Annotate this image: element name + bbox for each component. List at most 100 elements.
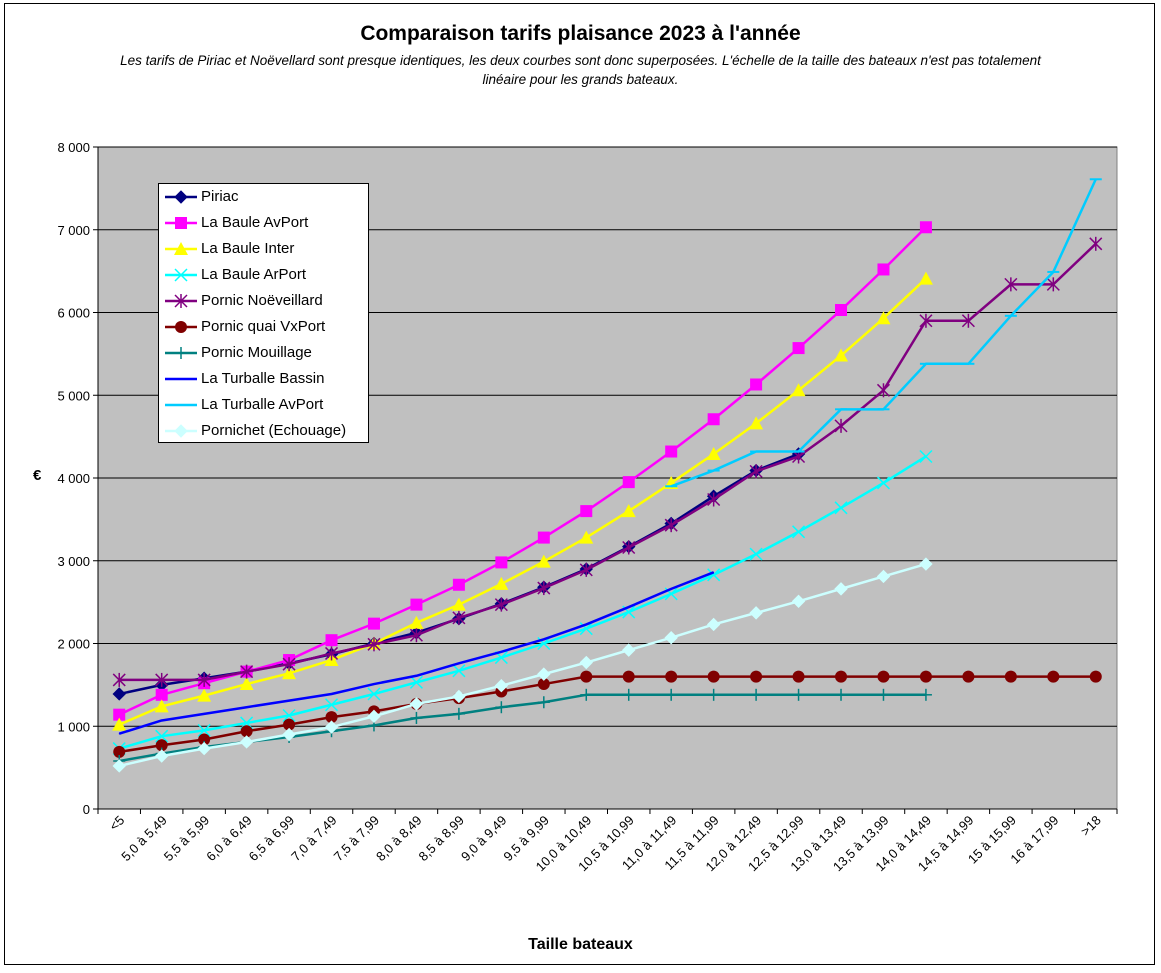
series-pornichet-echouage xyxy=(112,557,933,773)
legend-marker xyxy=(174,242,188,255)
data-point-pornichet-echouage xyxy=(706,617,721,632)
series-line-pornichet-echouage xyxy=(118,562,927,768)
data-point-pornic-noeveillard xyxy=(664,518,678,533)
data-point-la-baule-inter xyxy=(621,504,636,518)
data-point-pornichet-echouage xyxy=(282,727,296,742)
data-point-la-turballe-bassin xyxy=(246,706,248,708)
legend-swatch xyxy=(165,321,197,333)
legend-swatch xyxy=(165,190,197,204)
x-tick-label: 5,5 à 5,99 xyxy=(161,813,212,864)
data-point-la-baule-avport xyxy=(495,556,508,569)
data-point-la-baule-arport xyxy=(409,675,423,689)
series-pornic-quai-vxport xyxy=(113,670,1102,758)
series-la-turballe-bassin xyxy=(118,571,715,735)
legend-label: Pornic Noëveillard xyxy=(201,292,323,309)
legend-item-la-turballe-avport: La Turballe AvPort xyxy=(159,392,370,418)
data-point-pornic-mouillage xyxy=(580,688,593,701)
data-point-pornic-noeveillard xyxy=(876,383,891,398)
data-point-pornic-quai-vxport xyxy=(877,670,890,683)
data-point-la-baule-avport xyxy=(410,598,423,611)
x-tick-label: 7,0 à 7,49 xyxy=(288,813,339,864)
legend-marker xyxy=(175,217,187,229)
data-point-la-baule-inter xyxy=(536,554,551,568)
data-point-pornic-quai-vxport xyxy=(113,745,126,758)
legend-item-la-baule-inter: La Baule Inter xyxy=(159,236,370,262)
data-point-pornic-noeveillard xyxy=(834,418,848,433)
legend: Piriac La Baule AvPort La Baule Inter La Ba… xyxy=(158,183,369,443)
legend-label: Pornic quai VxPort xyxy=(201,318,326,335)
data-point-piriac xyxy=(112,687,126,701)
data-point-la-baule-inter xyxy=(197,688,212,702)
legend-item-la-baule-arport: La Baule ArPort xyxy=(159,262,370,288)
data-point-la-baule-arport xyxy=(749,547,763,561)
series-line-la-baule-arport xyxy=(118,455,927,750)
legend-item-la-baule-avport: La Baule AvPort xyxy=(159,210,370,236)
legend-swatch xyxy=(165,268,197,282)
data-point-pornic-noeveillard xyxy=(1089,236,1103,251)
data-point-pornic-noeveillard xyxy=(197,672,211,687)
data-point-la-turballe-bassin xyxy=(118,733,120,735)
data-point-pornichet-echouage xyxy=(112,759,126,773)
data-point-pornic-noeveillard xyxy=(324,646,339,661)
data-point-pornic-quai-vxport xyxy=(750,670,763,683)
data-point-pornic-noeveillard xyxy=(961,313,975,328)
data-point-pornic-noeveillard xyxy=(240,664,254,679)
data-point-la-baule-avport xyxy=(537,531,550,544)
data-point-pornic-noeveillard xyxy=(452,610,466,625)
data-point-la-baule-inter xyxy=(749,416,764,430)
data-point-pornichet-echouage xyxy=(494,678,509,693)
data-point-pornichet-echouage xyxy=(537,667,551,681)
data-point-pornic-mouillage xyxy=(622,688,635,701)
legend-label: Piriac xyxy=(201,188,239,205)
data-point-pornic-quai-vxport xyxy=(707,670,720,683)
data-point-la-baule-arport xyxy=(707,568,721,582)
x-tick-label: 6,5 à 6,99 xyxy=(246,813,297,864)
data-point-la-baule-arport xyxy=(792,525,806,539)
data-point-pornichet-echouage xyxy=(239,735,254,749)
data-point-la-baule-avport xyxy=(325,634,338,647)
legend-swatch xyxy=(165,294,197,308)
data-point-la-turballe-bassin xyxy=(373,683,375,685)
data-point-pornic-quai-vxport xyxy=(1004,670,1017,683)
data-point-la-baule-avport xyxy=(367,617,380,630)
data-point-pornic-noeveillard xyxy=(919,313,933,328)
x-tick-label: 8,5 à 8,99 xyxy=(416,813,467,864)
data-point-pornichet-echouage xyxy=(579,655,593,670)
data-point-la-baule-avport xyxy=(750,378,763,391)
data-point-pornic-mouillage xyxy=(750,688,763,701)
y-tick-label: 1 000 xyxy=(57,719,90,734)
legend-label: La Turballe AvPort xyxy=(201,396,324,413)
series-line-la-baule-inter xyxy=(118,277,927,726)
data-point-la-turballe-bassin xyxy=(331,693,333,695)
data-point-la-baule-inter xyxy=(451,597,466,611)
data-point-pornichet-echouage xyxy=(791,594,806,609)
data-point-pornic-mouillage xyxy=(919,688,932,701)
data-point-pornic-quai-vxport xyxy=(622,670,635,683)
legend-swatch xyxy=(165,217,197,229)
data-point-pornic-quai-vxport xyxy=(198,733,211,746)
x-tick-label: 5,0 à 5,49 xyxy=(118,813,169,864)
data-point-la-turballe-bassin xyxy=(161,719,163,721)
data-point-la-baule-avport xyxy=(155,688,168,701)
data-point-la-baule-inter xyxy=(791,383,806,397)
data-point-pornic-noeveillard xyxy=(367,637,381,652)
legend-marker xyxy=(174,424,188,438)
data-point-pornic-quai-vxport xyxy=(919,670,932,683)
data-point-pornic-noeveillard xyxy=(409,628,423,643)
x-tick-label: <5 xyxy=(106,813,127,834)
data-point-pornic-quai-vxport xyxy=(665,670,678,683)
data-point-pornic-noeveillard xyxy=(537,581,551,596)
data-point-pornic-noeveillard xyxy=(1004,277,1018,292)
data-point-la-baule-inter xyxy=(918,271,933,285)
legend-marker xyxy=(175,321,187,333)
data-point-pornichet-echouage xyxy=(876,569,891,584)
y-tick-label: 3 000 xyxy=(57,554,90,569)
data-point-la-baule-avport xyxy=(580,505,593,518)
data-point-pornic-quai-vxport xyxy=(835,670,848,683)
y-tick-label: 6 000 xyxy=(57,306,90,321)
data-point-la-baule-inter xyxy=(112,717,127,731)
legend-marker xyxy=(174,268,188,282)
data-point-la-baule-inter xyxy=(834,348,849,362)
data-point-pornic-noeveillard xyxy=(112,672,126,687)
